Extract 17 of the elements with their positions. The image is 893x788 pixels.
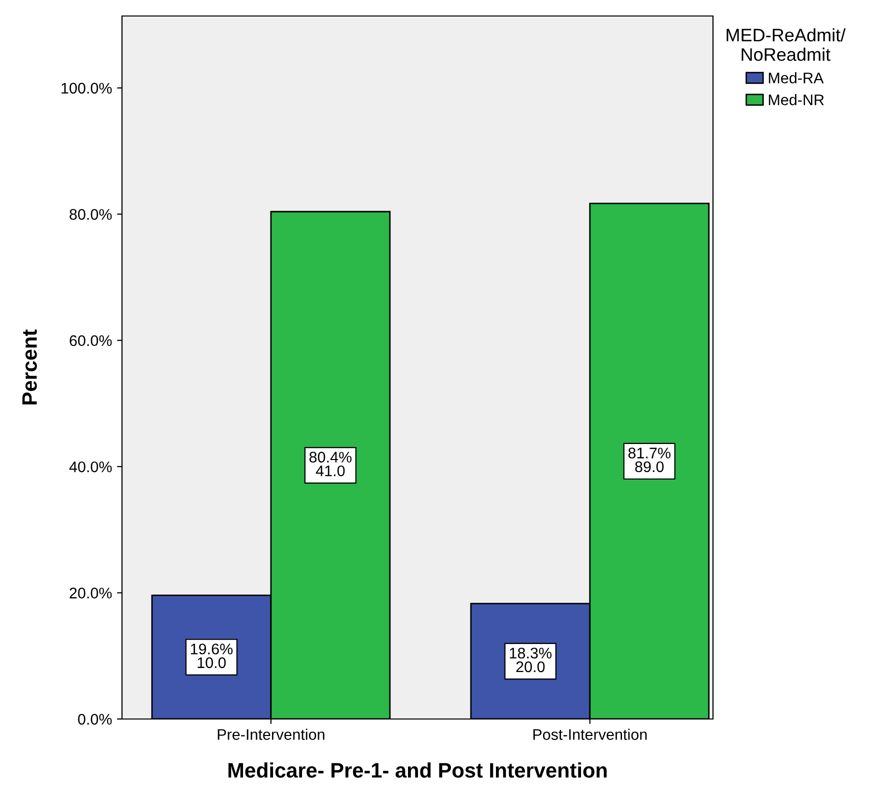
data-label: 81.7% 89.0: [628, 448, 670, 472]
y-tick-label: 20.0%: [70, 588, 112, 598]
legend-title: MED-ReAdmit/ NoReadmit: [726, 28, 846, 61]
y-tick-label: 80.0%: [70, 209, 112, 220]
x-tick-label: Pre-Intervention: [218, 728, 324, 740]
y-tick-label: 0.0%: [78, 714, 112, 725]
y-tick-label: 100.0%: [62, 82, 112, 94]
y-tick-label: 60.0%: [70, 335, 112, 346]
legend-label: Med-NR: [768, 94, 824, 106]
y-axis-title: Percent: [22, 330, 37, 404]
y-tick-label: 40.0%: [69, 461, 112, 472]
data-label: 18.3% 20.0: [510, 648, 552, 672]
data-label: 19.6% 10.0: [190, 644, 233, 668]
data-label: 80.4% 41.0: [309, 452, 352, 476]
x-axis-title: Medicare- Pre-1- and Post Intervention: [228, 762, 607, 778]
x-tick-label: Post-Intervention: [533, 728, 647, 740]
legend-label: Med-RA: [768, 72, 824, 84]
